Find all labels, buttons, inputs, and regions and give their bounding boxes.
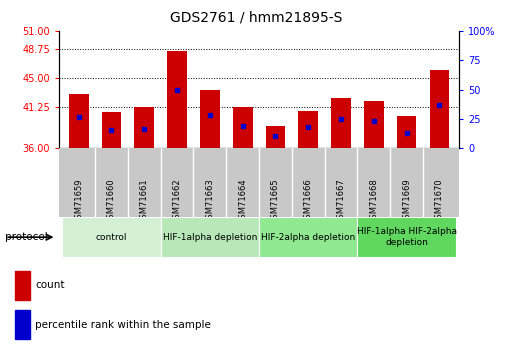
Bar xyxy=(266,127,285,148)
Bar xyxy=(69,93,89,148)
Text: HIF-1alpha HIF-2alpha
depletion: HIF-1alpha HIF-2alpha depletion xyxy=(357,227,457,247)
Bar xyxy=(397,116,417,148)
Text: GDS2761 / hmm21895-S: GDS2761 / hmm21895-S xyxy=(170,10,343,24)
Text: count: count xyxy=(35,280,65,290)
Text: control: control xyxy=(96,233,127,242)
Text: protocol: protocol xyxy=(5,232,48,242)
Bar xyxy=(299,111,318,148)
Bar xyxy=(62,217,161,257)
Bar xyxy=(429,70,449,148)
Bar xyxy=(15,271,30,300)
Text: HIF-1alpha depletion: HIF-1alpha depletion xyxy=(163,233,257,242)
Bar xyxy=(161,217,259,257)
Bar xyxy=(331,98,351,148)
Bar xyxy=(200,90,220,148)
Bar xyxy=(259,217,358,257)
Bar xyxy=(364,101,384,148)
Bar xyxy=(134,107,154,148)
Bar xyxy=(167,51,187,148)
Bar xyxy=(15,310,30,339)
Bar xyxy=(102,112,121,148)
Text: percentile rank within the sample: percentile rank within the sample xyxy=(35,320,211,330)
Text: HIF-2alpha depletion: HIF-2alpha depletion xyxy=(261,233,356,242)
Bar xyxy=(358,217,456,257)
Bar xyxy=(233,107,252,148)
